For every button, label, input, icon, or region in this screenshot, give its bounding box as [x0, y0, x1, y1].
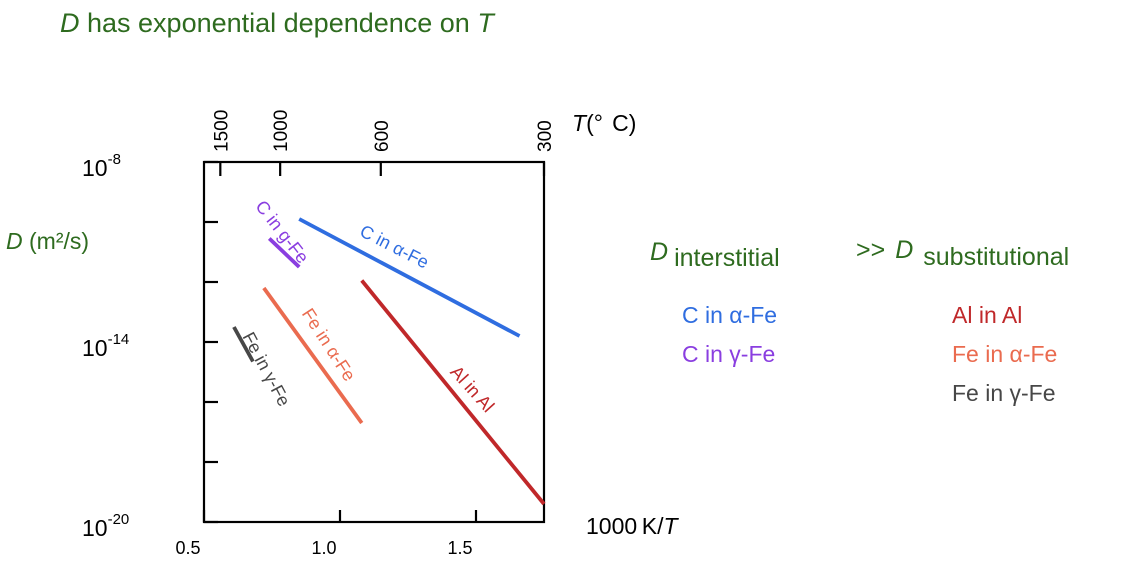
chart-series: [232, 217, 546, 506]
line-label: C in g-Fe: [251, 196, 312, 267]
x-axis-label: 1000 K/T: [586, 513, 678, 539]
x-tick-label: 1.5: [447, 538, 472, 558]
legend-fe-gamma: Fe in γ-Fe: [952, 380, 1056, 406]
legend-fe-alpha: Fe in α-Fe: [952, 341, 1058, 367]
y-tick-label: 10-14: [82, 331, 129, 361]
y-tick-exponent: -14: [108, 331, 130, 348]
series-line: [298, 217, 521, 338]
x-tick-label: 1.0: [311, 538, 336, 558]
top-axis-label: T(° C): [572, 110, 637, 136]
line-label: Al in Al: [446, 362, 498, 416]
top-tick-label: 600: [372, 120, 393, 152]
legend-al-al: Al in Al: [952, 302, 1023, 328]
y-tick-label: 10-8: [82, 151, 121, 181]
y-axis-label: D (m²/s): [6, 228, 90, 254]
legend-c-alpha: C in α-Fe: [682, 302, 778, 328]
series-line: [360, 279, 546, 506]
x-tick-label: 0.5: [175, 538, 200, 558]
series-line: [267, 237, 301, 269]
page-title: D has exponential dependence on T: [60, 8, 494, 38]
legend-c-gamma: C in γ-Fe: [682, 341, 776, 367]
y-tick-exponent: -8: [108, 151, 121, 168]
top-tick-label: 1500: [211, 110, 232, 152]
series-line: [262, 286, 364, 425]
top-tick-label: 300: [535, 120, 556, 152]
line-label: C in α-Fe: [357, 221, 432, 273]
top-tick-label: 1000: [271, 110, 292, 152]
series-line: [232, 326, 255, 363]
y-tick-exponent: -20: [108, 511, 130, 528]
line-label: Fe in γ-Fe: [239, 329, 295, 410]
y-tick-label: 10-20: [82, 511, 129, 541]
